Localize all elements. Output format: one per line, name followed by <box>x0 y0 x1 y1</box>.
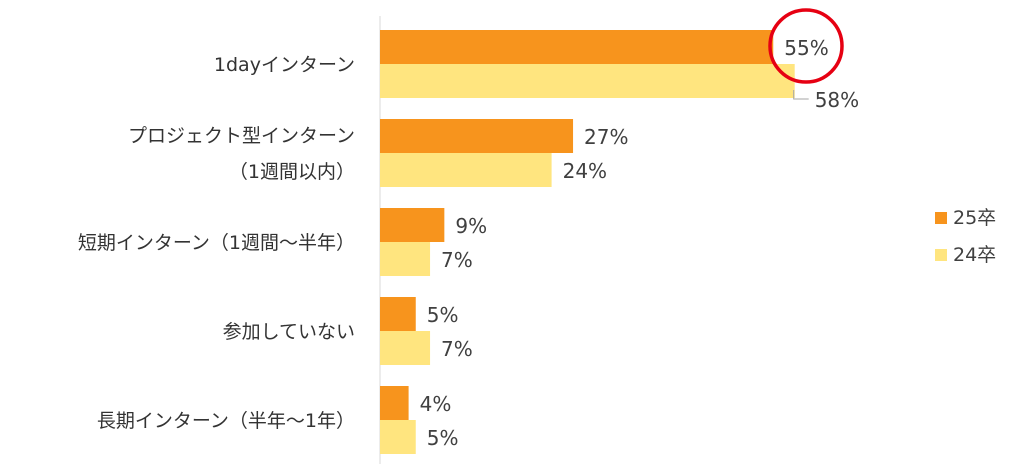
bar-series2 <box>380 153 552 187</box>
data-label: 4% <box>420 392 452 416</box>
bar-series1 <box>380 297 416 331</box>
legend-label: 24卒 <box>953 244 996 266</box>
category-label: 長期インターン（半年〜1年） <box>97 410 355 432</box>
bar-series1 <box>380 208 445 242</box>
data-label: 58% <box>815 88 859 112</box>
data-label: 24% <box>563 159 607 183</box>
data-label: 55% <box>784 36 828 60</box>
legend-swatch <box>935 212 947 224</box>
category-label: プロジェクト型インターン <box>128 125 355 147</box>
data-label: 27% <box>584 125 628 149</box>
category-label: 短期インターン（1週間〜半年） <box>78 232 355 254</box>
bar-series2 <box>380 420 416 454</box>
bar-series1 <box>380 30 774 64</box>
legend-swatch <box>935 249 947 261</box>
bar-series1 <box>380 386 409 420</box>
data-label: 9% <box>455 214 487 238</box>
category-label: 1dayインターン <box>214 54 355 76</box>
category-label-line2: （1週間以内） <box>229 161 355 183</box>
leader-line <box>793 90 809 100</box>
data-label: 5% <box>427 303 459 327</box>
highlight-circle <box>768 8 844 84</box>
bar-series2 <box>380 331 431 365</box>
legend-label: 25卒 <box>953 207 996 229</box>
bar-series2 <box>380 242 431 276</box>
bar-series2 <box>380 64 795 98</box>
data-label: 7% <box>441 337 473 361</box>
data-label: 7% <box>441 248 473 272</box>
data-label: 5% <box>427 426 459 450</box>
bar-series1 <box>380 119 574 153</box>
category-label: 参加していない <box>223 321 355 343</box>
